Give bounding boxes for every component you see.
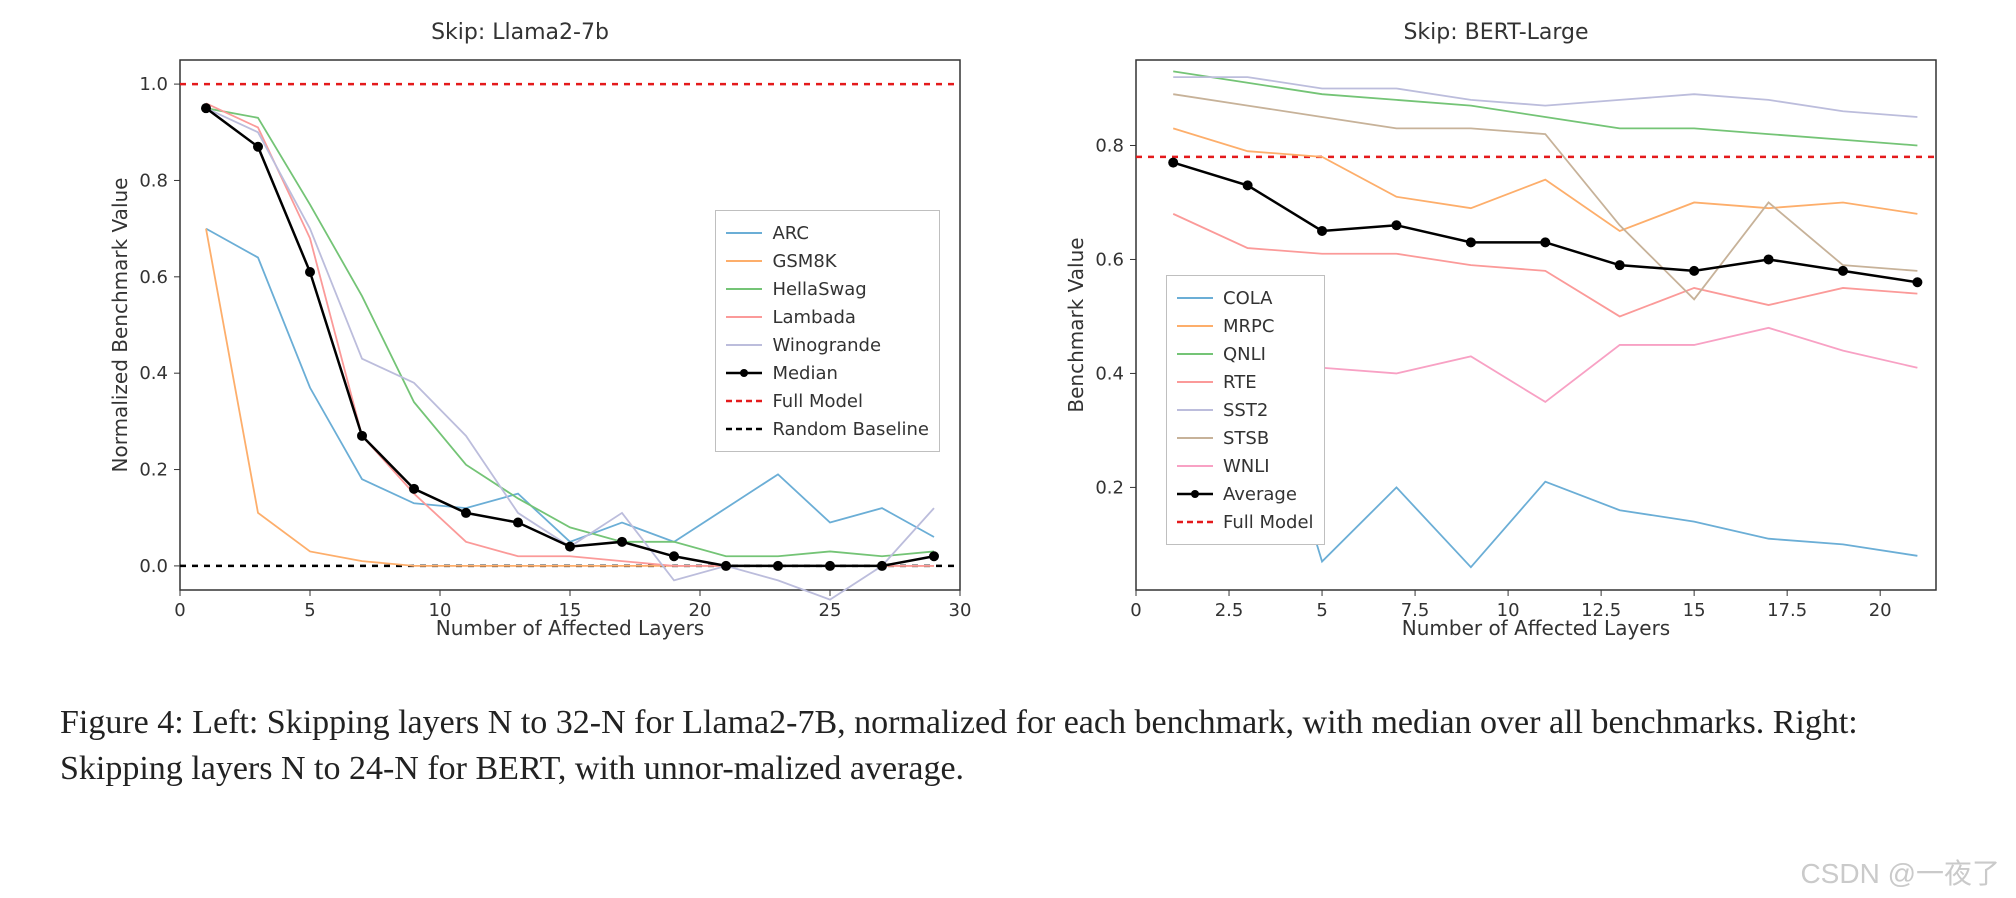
left-chart-ylabel: Normalized Benchmark Value — [108, 178, 132, 473]
svg-text:0.6: 0.6 — [139, 267, 168, 288]
legend-label: WNLI — [1223, 456, 1270, 477]
svg-text:0.4: 0.4 — [1095, 363, 1124, 384]
legend-label: HellaSwag — [772, 279, 866, 300]
legend-label: Lambada — [772, 307, 856, 328]
right-chart-panel: Skip: BERT-Large Benchmark Value Number … — [1036, 20, 1956, 660]
svg-text:0.8: 0.8 — [1095, 135, 1124, 156]
left-chart-legend: ARC GSM8K HellaSwag Lambada Winogrande Median… — [715, 210, 940, 452]
legend-label: GSM8K — [772, 251, 836, 272]
legend-item: RTE — [1177, 368, 1314, 396]
svg-text:0.2: 0.2 — [1095, 477, 1124, 498]
right-chart-ylabel: Benchmark Value — [1064, 237, 1088, 412]
legend-item: QNLI — [1177, 340, 1314, 368]
legend-item: MRPC — [1177, 312, 1314, 340]
legend-item: ARC — [726, 219, 929, 247]
legend-item: Lambada — [726, 303, 929, 331]
figure-container: Skip: Llama2-7b Normalized Benchmark Val… — [0, 0, 2016, 898]
legend-item: Average — [1177, 480, 1314, 508]
legend-item: HellaSwag — [726, 275, 929, 303]
legend-label: Full Model — [772, 391, 863, 412]
legend-item: Full Model — [726, 387, 929, 415]
legend-label: COLA — [1223, 288, 1273, 309]
svg-text:0.6: 0.6 — [1095, 249, 1124, 270]
legend-item: Full Model — [1177, 508, 1314, 536]
charts-row: Skip: Llama2-7b Normalized Benchmark Val… — [60, 20, 1956, 660]
watermark: CSDN @一夜了 — [1800, 852, 2000, 892]
legend-label: Random Baseline — [772, 419, 929, 440]
left-chart-title: Skip: Llama2-7b — [60, 20, 980, 45]
right-chart-title: Skip: BERT-Large — [1036, 20, 1956, 45]
legend-label: RTE — [1223, 372, 1257, 393]
svg-text:0.2: 0.2 — [139, 460, 168, 481]
legend-item: COLA — [1177, 284, 1314, 312]
legend-label: MRPC — [1223, 316, 1274, 337]
right-chart-xlabel: Number of Affected Layers — [1136, 616, 1936, 640]
legend-label: SST2 — [1223, 400, 1268, 421]
left-chart-xlabel: Number of Affected Layers — [180, 616, 960, 640]
figure-caption: Figure 4: Left: Skipping layers N to 32-… — [60, 700, 1956, 792]
legend-label: QNLI — [1223, 344, 1266, 365]
legend-item: Random Baseline — [726, 415, 929, 443]
legend-label: Median — [772, 363, 837, 384]
legend-label: Average — [1223, 484, 1297, 505]
left-chart-panel: Skip: Llama2-7b Normalized Benchmark Val… — [60, 20, 980, 660]
legend-item: GSM8K — [726, 247, 929, 275]
svg-text:0.8: 0.8 — [139, 170, 168, 191]
legend-label: Winogrande — [772, 335, 881, 356]
legend-item: STSB — [1177, 424, 1314, 452]
legend-label: ARC — [772, 223, 809, 244]
svg-text:0.0: 0.0 — [139, 556, 168, 577]
legend-item: SST2 — [1177, 396, 1314, 424]
legend-label: STSB — [1223, 428, 1269, 449]
legend-item: Winogrande — [726, 331, 929, 359]
right-chart-legend: COLA MRPC QNLI RTE SST2 STSB WNLI Average Full M… — [1166, 275, 1325, 545]
svg-text:0.4: 0.4 — [139, 363, 168, 384]
legend-item: Median — [726, 359, 929, 387]
legend-label: Full Model — [1223, 512, 1314, 533]
svg-text:1.0: 1.0 — [139, 74, 168, 95]
legend-item: WNLI — [1177, 452, 1314, 480]
